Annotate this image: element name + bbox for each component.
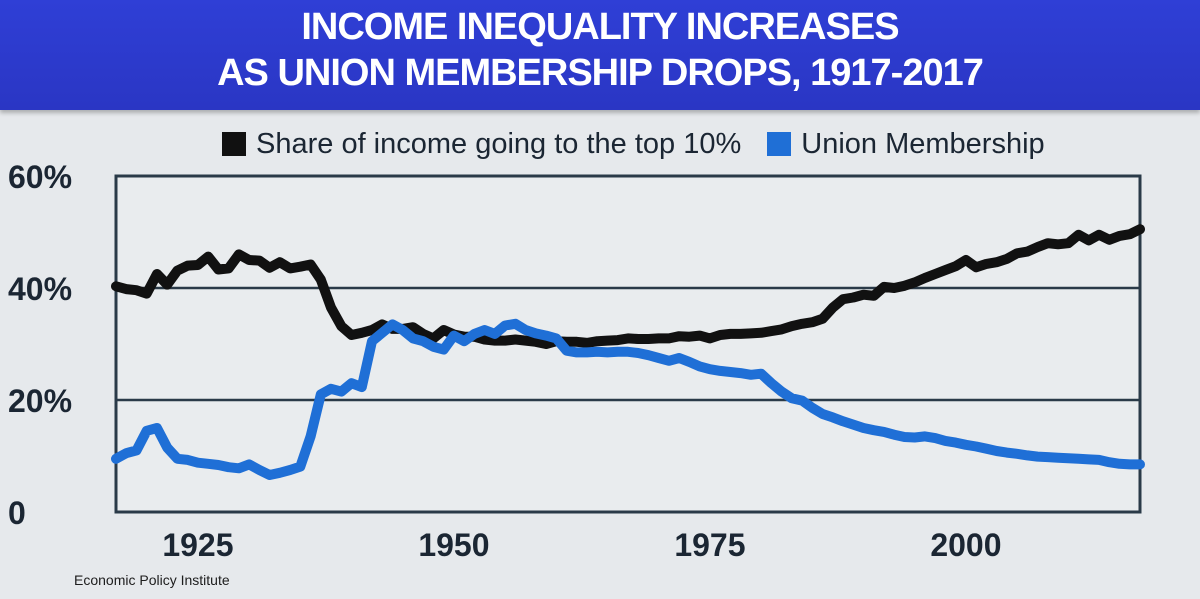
series-line-1: [111, 318, 1145, 480]
legend-swatch-union: [767, 132, 792, 156]
legend-item-income: Share of income going to the top 10%: [222, 128, 741, 161]
legend-item-union: Union Membership: [767, 127, 1045, 161]
chart-legend: Share of income going to the top 10% Uni…: [222, 124, 1071, 164]
title-banner: INCOME INEQUALITY INCREASES AS UNION MEM…: [0, 0, 1200, 110]
x-tick-label-3: 2000: [930, 527, 1001, 563]
x-tick-label-2: 1975: [674, 527, 745, 563]
legend-label-income: Share of income going to the top 10%: [256, 127, 742, 160]
legend-swatch-income: [222, 132, 246, 156]
y-tick-label-2: 40%: [8, 271, 72, 307]
y-tick-label-3: 60%: [8, 159, 72, 195]
series-line-0: [111, 224, 1145, 349]
source-credit: Economic Policy Institute: [74, 572, 230, 588]
y-tick-label-1: 20%: [8, 383, 72, 419]
title-line-2: AS UNION MEMBERSHIP DROPS, 1917-2017: [217, 52, 984, 94]
title-line-1: INCOME INEQUALITY INCREASES: [301, 6, 899, 48]
plot-area: [114, 174, 1142, 514]
y-tick-label-0: 0: [8, 495, 26, 531]
x-tick-label-1: 1950: [418, 527, 489, 563]
legend-label-union: Union Membership: [801, 127, 1045, 160]
x-tick-label-0: 1925: [162, 527, 233, 563]
